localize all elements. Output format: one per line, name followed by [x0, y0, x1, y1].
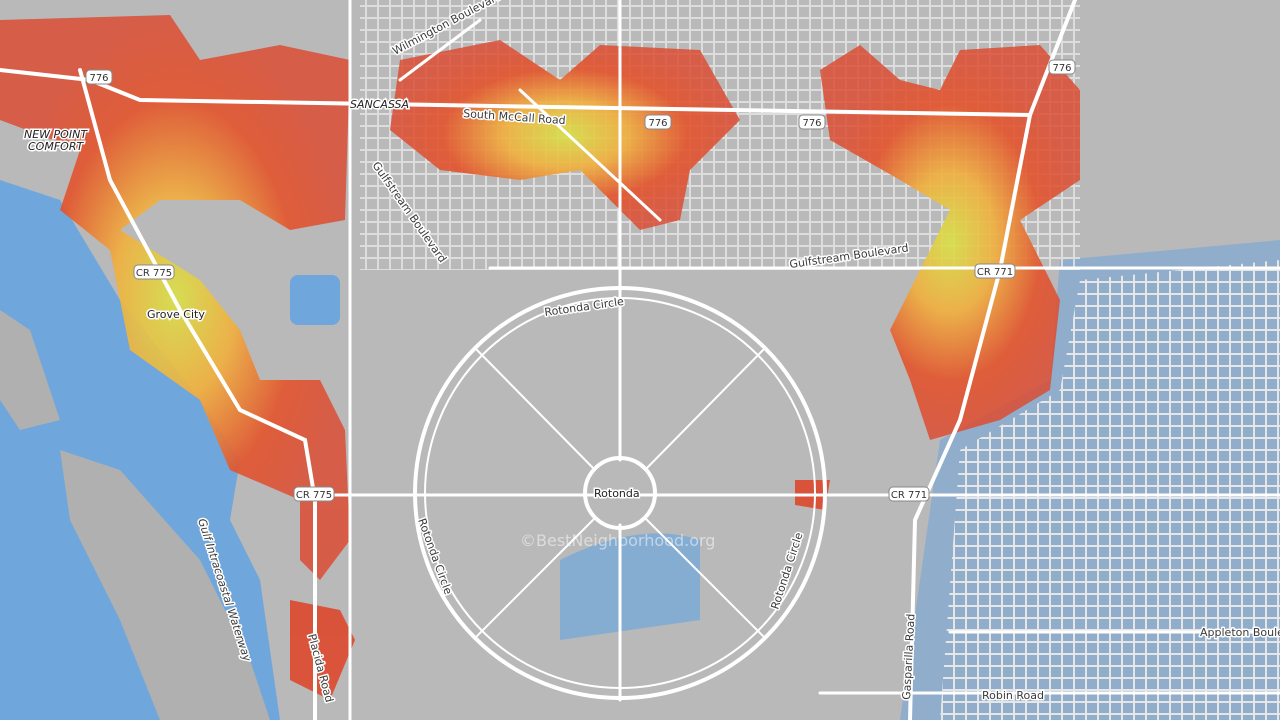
island	[0, 310, 60, 430]
shield-label: 776	[89, 73, 108, 84]
shield-label: CR 775	[296, 490, 332, 501]
place-label: SANCASSA	[350, 98, 409, 111]
shield-label: 776	[1052, 63, 1071, 74]
shield-label: CR 771	[977, 267, 1013, 278]
road-label: Appleton Boule	[1200, 626, 1280, 639]
place-label: COMFORT	[28, 140, 84, 153]
shield-label: CR 775	[136, 268, 172, 279]
road-label: Gasparilla Road	[900, 613, 917, 700]
road-label: Robin Road	[982, 689, 1044, 702]
streets	[940, 260, 1280, 720]
place-label: Grove City	[147, 308, 205, 321]
place-label: NEW POINT	[24, 128, 88, 141]
lake	[560, 533, 700, 640]
place-label: Rotonda	[594, 487, 640, 500]
shield-label: 776	[802, 118, 821, 129]
lake	[290, 275, 340, 325]
island	[60, 450, 270, 720]
shield-label: CR 771	[891, 490, 927, 501]
shield: 776 776 776 776 CR 775 CR 775 CR 771 CR …	[85, 59, 1076, 502]
shield-label: 776	[648, 118, 667, 129]
watermark: ©BestNeighborhood.org	[520, 531, 715, 550]
